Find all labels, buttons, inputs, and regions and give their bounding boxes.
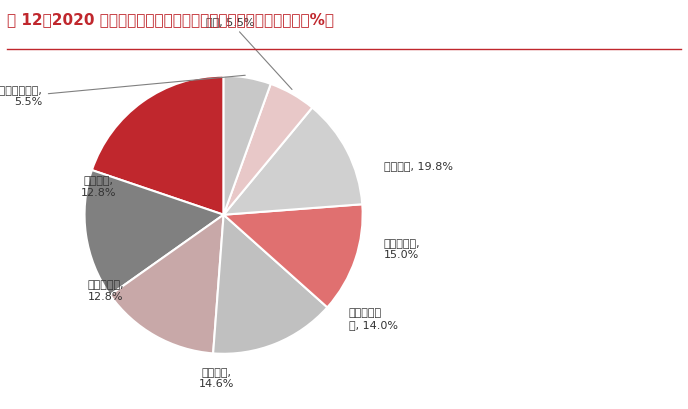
Wedge shape bbox=[85, 170, 224, 295]
Text: 消费类电子产品,
5.5%: 消费类电子产品, 5.5% bbox=[0, 75, 245, 107]
Text: 其他, 5.5%: 其他, 5.5% bbox=[206, 17, 292, 90]
Wedge shape bbox=[224, 76, 270, 215]
Text: 风力发电, 19.8%: 风力发电, 19.8% bbox=[383, 161, 453, 171]
Wedge shape bbox=[224, 204, 363, 307]
Wedge shape bbox=[213, 215, 327, 354]
Text: 节能变频空
调, 14.0%: 节能变频空 调, 14.0% bbox=[349, 308, 398, 330]
Wedge shape bbox=[224, 108, 363, 215]
Wedge shape bbox=[92, 76, 224, 215]
Text: 传统汽车,
12.8%: 传统汽车, 12.8% bbox=[80, 176, 116, 198]
Text: 工业机器人,
12.8%: 工业机器人, 12.8% bbox=[87, 281, 124, 302]
Wedge shape bbox=[224, 84, 312, 215]
Text: 图 12：2020 年全球各行业对高性能钕铁硼材料需求占比（单位：%）: 图 12：2020 年全球各行业对高性能钕铁硼材料需求占比（单位：%） bbox=[7, 12, 334, 27]
Text: 新能源汽车,
15.0%: 新能源汽车, 15.0% bbox=[383, 239, 420, 260]
Text: 节能电梯,
14.6%: 节能电梯, 14.6% bbox=[199, 368, 235, 389]
Wedge shape bbox=[110, 215, 224, 353]
